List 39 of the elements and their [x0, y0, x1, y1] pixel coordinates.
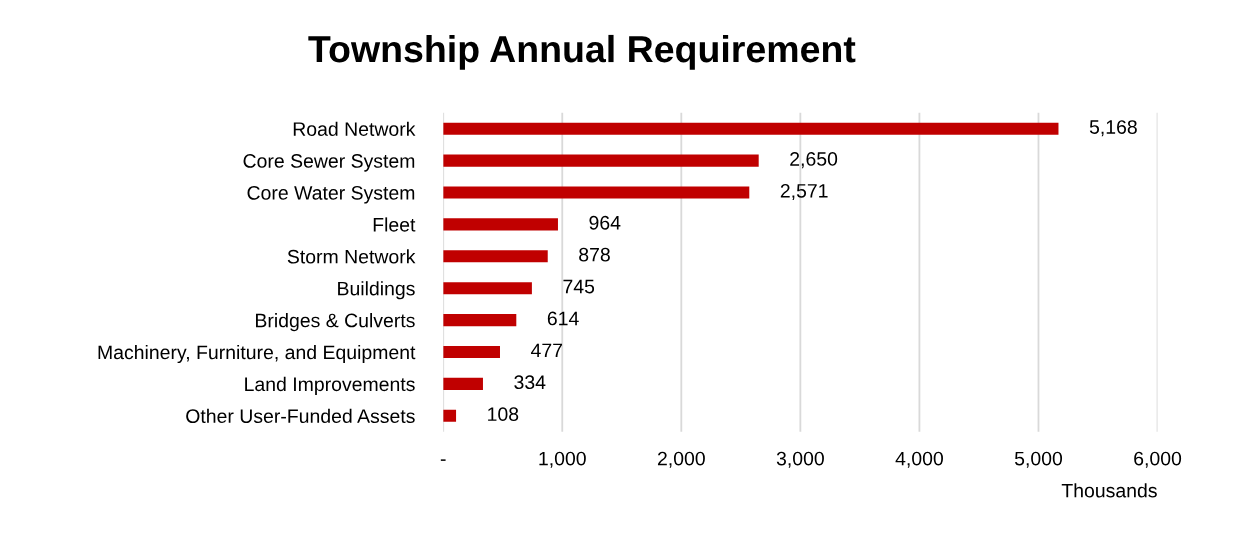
data-label: 5,168 — [1089, 120, 1137, 137]
y-tick-label: Road Network — [293, 121, 416, 136]
data-label: 745 — [563, 279, 595, 294]
x-axis-title: Thousands — [1061, 483, 1157, 498]
bar — [443, 250, 548, 263]
bar — [443, 314, 517, 327]
y-tick-label: Land Improvements — [245, 376, 415, 395]
bar — [443, 122, 1059, 135]
bar — [443, 218, 558, 231]
data-label: 334 — [514, 375, 546, 390]
y-tick-label: Other User-Funded Assets — [186, 408, 415, 424]
x-tick-label: 1,000 — [539, 451, 586, 468]
data-label: 108 — [488, 407, 519, 422]
y-tick-label: Bridges & Culverts — [256, 313, 415, 332]
bar — [443, 282, 532, 295]
data-label: 964 — [589, 215, 621, 230]
x-tick-label: 4,000 — [895, 451, 943, 468]
bar — [443, 377, 483, 390]
bar — [443, 186, 750, 199]
bar — [443, 345, 500, 359]
y-tick-label: Machinery, Furniture, and Equipment — [98, 344, 416, 364]
data-label: 2,650 — [790, 152, 838, 169]
y-tick-label: Buildings — [338, 281, 415, 300]
data-label: 878 — [579, 247, 610, 262]
y-tick-label: Core Sewer System — [243, 154, 415, 172]
y-tick-label: Fleet — [373, 217, 416, 232]
data-label: 477 — [531, 343, 563, 358]
x-tick-label: 5,000 — [1014, 451, 1063, 468]
y-tick-label: Core Water System — [247, 185, 415, 204]
bar — [443, 154, 759, 167]
data-label: 614 — [547, 311, 579, 326]
x-tick-label: 3,000 — [776, 451, 824, 468]
x-tick-label: 6,000 — [1134, 451, 1182, 468]
bar — [443, 409, 457, 422]
y-tick-label: Storm Network — [287, 249, 416, 264]
chart-title: Township Annual Requirement — [308, 34, 856, 70]
x-tick-label: - — [440, 459, 446, 461]
data-label: 2,571 — [780, 183, 828, 201]
x-tick-label: 2,000 — [657, 451, 705, 468]
